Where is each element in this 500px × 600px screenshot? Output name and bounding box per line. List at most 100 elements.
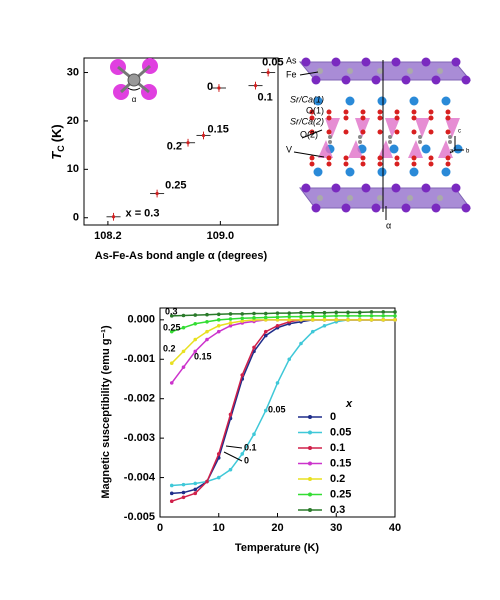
series-point [169, 491, 174, 496]
series-point [169, 329, 174, 334]
series-point [381, 314, 386, 318]
as-atom [461, 203, 471, 213]
series-point [205, 337, 209, 342]
series-point [310, 310, 315, 315]
series-point [299, 341, 303, 346]
o-atom [428, 115, 434, 121]
x-axis-label: Temperature (K) [235, 542, 319, 554]
as-atom [331, 183, 341, 193]
o-atom [309, 155, 315, 161]
as-atom [331, 57, 341, 67]
series-point [322, 323, 327, 328]
series-point [193, 349, 198, 354]
series-point [334, 314, 339, 318]
label-arrow [299, 71, 319, 76]
series-point [369, 318, 374, 322]
o-atom [394, 115, 400, 121]
series-point [169, 381, 174, 385]
o-atom [394, 155, 400, 161]
o-atom [309, 109, 315, 115]
as-atom [451, 183, 461, 193]
o-atom [377, 155, 383, 161]
series-point [169, 361, 174, 366]
vo-pyramid [355, 118, 370, 138]
sr-atom [441, 96, 451, 106]
v-atom [388, 140, 392, 144]
inset-angle [127, 87, 141, 91]
series-point [263, 333, 268, 338]
vo-pyramid [438, 140, 453, 158]
label-arrow [293, 151, 325, 158]
series-point [193, 321, 198, 326]
as-atom [431, 75, 441, 85]
x-tick-label: 40 [389, 522, 401, 534]
annotation-leader [223, 451, 243, 462]
series-point [275, 315, 280, 319]
series-point [299, 310, 303, 315]
y-tick-label: 10 [67, 163, 79, 175]
o-atom [360, 161, 366, 167]
series-point [287, 318, 292, 322]
series-point [205, 329, 209, 334]
series-point [240, 316, 245, 321]
v-atom [418, 135, 422, 139]
x-tick-label: 108.2 [94, 230, 122, 242]
series-point [216, 323, 221, 328]
y-axis-label: Magnetic susceptibility (emu g⁻¹) [100, 325, 112, 499]
curve-annotation: 0.1 [244, 442, 257, 452]
sr-atom [421, 144, 431, 154]
o-atom [377, 109, 383, 115]
v-atom [388, 135, 392, 139]
inset-center [127, 73, 141, 87]
sr-atom [409, 167, 419, 177]
x-tick-label: 10 [213, 522, 225, 534]
as-atom [371, 203, 381, 213]
series-point [322, 318, 327, 322]
structure-label: Sr/Ca(1) [290, 94, 324, 104]
vo-pyramid [318, 140, 333, 158]
y-label-symbol: T [49, 151, 64, 160]
series-point [334, 310, 339, 315]
series-point [357, 314, 362, 318]
series-point [169, 483, 174, 488]
structure-label: O(1) [306, 105, 324, 115]
o-atom [411, 109, 417, 115]
structure-label: Sr/Ca(2) [290, 116, 324, 126]
o-atom [360, 109, 366, 115]
v-atom [328, 140, 332, 144]
o-atom [445, 109, 451, 115]
y-tick-label: -0.005 [124, 511, 155, 523]
legend-label: 0.25 [330, 488, 351, 500]
y-tick-label: 20 [67, 115, 79, 127]
o-atom [326, 161, 332, 167]
legend-marker [308, 430, 312, 435]
as-atom [341, 203, 351, 213]
point-label: 0.25 [165, 179, 186, 191]
label-arrow [301, 129, 323, 139]
y-tick-label: 0 [73, 212, 79, 224]
series-point [263, 408, 268, 413]
v-atom [328, 135, 332, 139]
legend-marker [308, 492, 312, 497]
x-tick-label: 30 [330, 522, 342, 534]
series-point [275, 323, 280, 328]
series-point [193, 337, 198, 342]
point-label: 0.05 [262, 56, 283, 68]
data-point [253, 83, 258, 88]
as-atom [361, 57, 371, 67]
sr-atom [377, 96, 387, 106]
series-point [346, 318, 350, 322]
series-point [216, 329, 221, 334]
curve-annotation: 0.05 [268, 404, 286, 414]
structure-label: c [458, 129, 461, 135]
data-point [217, 86, 221, 90]
series-point [228, 412, 233, 417]
vo-pyramid [348, 140, 363, 158]
y-tick-label: -0.001 [124, 353, 155, 365]
sr-atom [441, 167, 451, 177]
o-atom [343, 161, 349, 167]
o-atom [411, 155, 417, 161]
o-atom [411, 161, 417, 167]
legend-label: 0.1 [330, 442, 345, 454]
series-point [193, 491, 198, 496]
